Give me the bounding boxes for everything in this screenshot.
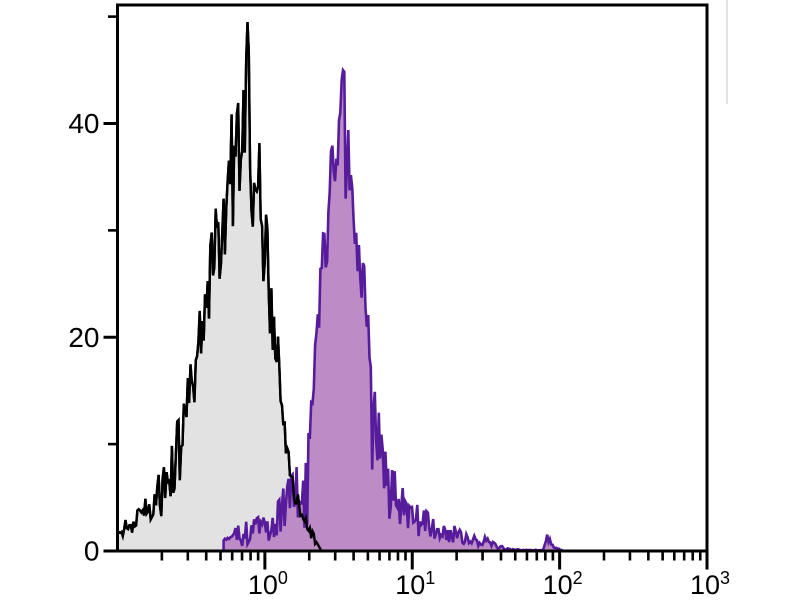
x-tick-label: 103 xyxy=(690,568,730,600)
edge-artifact-line xyxy=(726,0,728,104)
y-tick-label: 40 xyxy=(68,108,99,139)
unstained-control-outline xyxy=(116,21,323,552)
y-tick-label: 0 xyxy=(84,536,100,567)
x-tick-label: 102 xyxy=(543,568,583,600)
y-axis: 0 20 40 xyxy=(68,15,118,567)
y-tick-label: 20 xyxy=(68,322,99,353)
x-tick-label: 100 xyxy=(248,568,288,600)
stained-sample-histogram xyxy=(222,66,566,553)
x-tick-label: 101 xyxy=(395,568,435,600)
histogram-series xyxy=(116,21,566,553)
x-axis: 100 101 102 103 xyxy=(160,551,730,600)
